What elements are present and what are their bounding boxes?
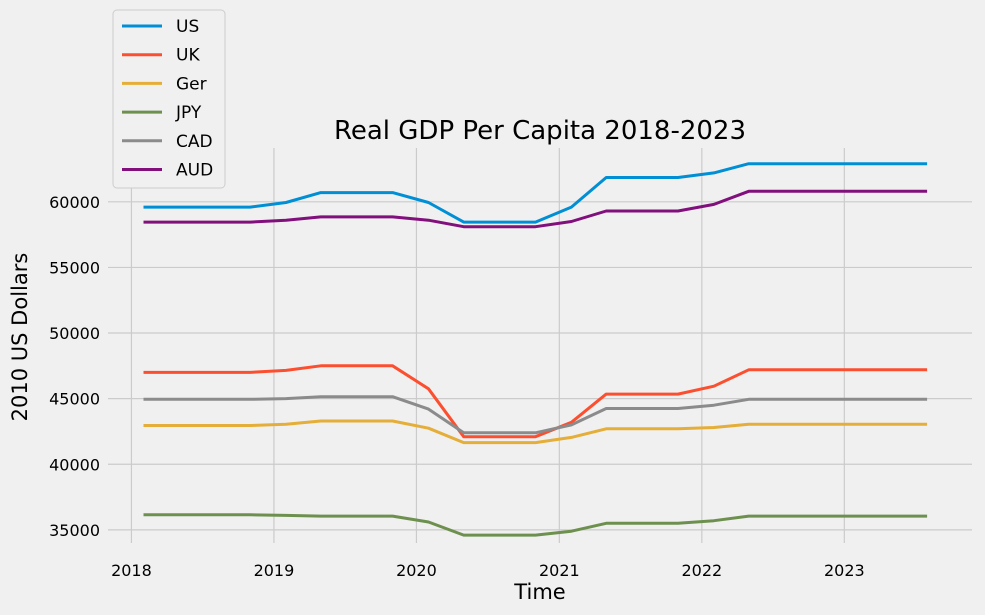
series-lines	[143, 162, 928, 537]
y-tick-label: 45000	[49, 390, 100, 409]
y-tick-label: 40000	[49, 455, 100, 474]
y-tick-label: 35000	[49, 521, 100, 540]
legend-label-us: US	[176, 17, 199, 37]
legend-label-uk: UK	[176, 46, 200, 66]
y-tick-labels: 35000 40000 45000 50000 55000 60000	[49, 193, 100, 540]
x-tick-label: 2020	[396, 561, 437, 580]
x-tick-label: 2021	[539, 561, 580, 580]
y-tick-label: 50000	[49, 324, 100, 343]
series-line-jpy	[143, 513, 928, 537]
x-tick-label: 2018	[111, 561, 152, 580]
legend: US UK Ger JPY CAD AUD	[112, 9, 226, 189]
legend-label-ger: Ger	[176, 74, 207, 94]
series-line-us	[143, 162, 928, 224]
x-tick-labels: 2018 2019 2020 2021 2022 2023	[111, 561, 865, 580]
legend-label-aud: AUD	[176, 161, 213, 181]
series-line-cad	[143, 395, 928, 435]
legend-label-cad: CAD	[176, 132, 213, 152]
series-line-aud	[143, 189, 928, 229]
series-line-ger	[143, 419, 928, 445]
y-axis-title: 2010 US Dollars	[8, 253, 32, 422]
x-tick-label: 2023	[824, 561, 865, 580]
x-tick-label: 2022	[681, 561, 722, 580]
x-axis-title: Time	[513, 580, 565, 604]
y-tick-label: 55000	[49, 258, 100, 277]
x-tick-label: 2019	[254, 561, 295, 580]
chart-title: Real GDP Per Capita 2018-2023	[334, 116, 746, 146]
legend-label-jpy: JPY	[175, 103, 202, 123]
y-tick-label: 60000	[49, 193, 100, 212]
